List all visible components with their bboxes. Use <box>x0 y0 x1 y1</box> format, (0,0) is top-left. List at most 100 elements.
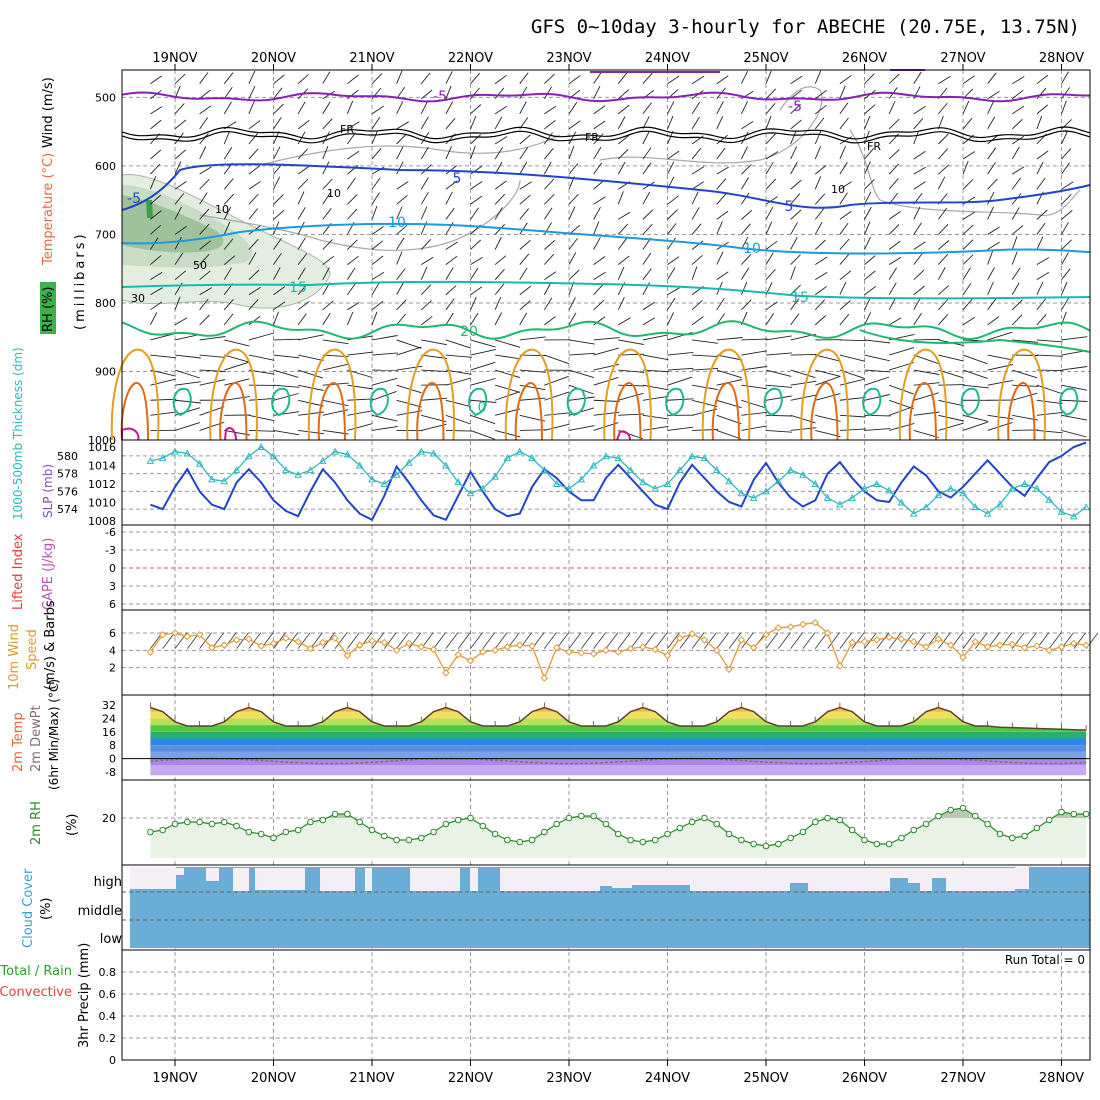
rh-marker <box>454 816 462 824</box>
wind-barb <box>888 149 900 160</box>
wind-speed-marker <box>774 624 783 632</box>
wind-speed-marker <box>331 634 339 642</box>
wind-barb <box>248 414 275 422</box>
wind-barb <box>888 240 901 250</box>
wind-barb <box>741 121 754 130</box>
wind-barb <box>273 74 285 85</box>
wind-barb <box>691 316 704 326</box>
wind-speed-marker <box>836 662 844 670</box>
wind-barb <box>248 165 261 175</box>
temp-contour-20-cell <box>271 387 291 417</box>
temp-contour-30 <box>908 382 937 441</box>
wind-tick-label: 4 <box>109 644 116 657</box>
temp-contour-20-cell <box>862 387 882 417</box>
wind-barb <box>1011 282 1020 295</box>
wind-barb <box>396 346 422 356</box>
wind-barb <box>1011 207 1020 220</box>
wind-barb <box>716 134 728 145</box>
wind-barb <box>938 299 949 311</box>
slp-tick-label: 1010 <box>88 497 116 510</box>
wind-barb <box>519 384 546 391</box>
wind10m-barb <box>580 632 594 649</box>
ylabel-thickness: 1000-500mb Thickness (dm) <box>11 347 25 520</box>
wind-barb <box>617 89 630 100</box>
slp-marker <box>799 470 807 478</box>
wind-speed-marker <box>257 642 265 650</box>
temp-contour-10 <box>121 222 1091 255</box>
wind10m-barb <box>913 632 927 649</box>
wind-barb <box>298 384 324 391</box>
wind-barb <box>642 369 669 373</box>
cloud-clear-gap <box>632 868 690 885</box>
rh-marker <box>294 826 302 834</box>
wind-barb <box>396 268 406 280</box>
wind-speed-marker <box>306 644 315 653</box>
wind-barb <box>962 384 989 389</box>
wind-barb <box>617 223 629 235</box>
wind-barb <box>322 300 334 311</box>
wind-barb <box>396 133 407 145</box>
rh-area-90 <box>146 200 153 218</box>
wind-speed-marker <box>1008 640 1016 648</box>
rh-marker <box>208 820 216 828</box>
wind-barb <box>322 239 333 250</box>
wind-barb <box>1036 298 1047 311</box>
wind-barb <box>1012 339 1039 343</box>
cloud-clear-gap <box>890 868 908 878</box>
cloud-clear-gap <box>920 868 932 891</box>
wind-speed-marker <box>700 636 709 644</box>
wind-barb <box>765 103 776 115</box>
rh-marker <box>984 820 991 828</box>
slp-marker <box>417 447 426 455</box>
rh-marker <box>910 826 918 834</box>
wind-barb <box>150 287 163 296</box>
temp-contour-20b <box>859 329 1091 353</box>
wind-speed-marker <box>479 648 487 656</box>
slp-marker <box>318 456 327 464</box>
wind-barb <box>888 317 902 326</box>
wind-barb <box>987 251 993 265</box>
wind-barb <box>322 312 331 326</box>
wind-barb <box>716 414 742 425</box>
cloud-clear-gap <box>600 868 612 886</box>
ylabel-cloud: Cloud Cover <box>21 868 36 948</box>
cloud-clear-gap <box>860 868 890 891</box>
wind-barb <box>888 73 900 85</box>
wind-barb <box>371 300 384 311</box>
slp-line <box>150 446 1087 518</box>
wind-barb <box>1011 267 1021 280</box>
wind-barb <box>1061 384 1088 391</box>
wind-barb <box>494 369 521 379</box>
wind-barb <box>470 429 496 440</box>
wind-barb <box>396 237 405 250</box>
wind-barb <box>913 312 922 326</box>
wind-barb <box>741 384 768 390</box>
pressure-tick-label: 700 <box>95 228 116 241</box>
rh-marker <box>1082 810 1090 818</box>
wind-speed-marker <box>786 623 795 631</box>
wind-speed-marker <box>688 630 696 638</box>
wind-barb <box>396 384 422 394</box>
wind-barb <box>765 221 773 235</box>
wind-barb <box>790 103 801 115</box>
wind-barb <box>544 354 570 365</box>
slp-marker <box>454 478 463 486</box>
rh-marker <box>1021 832 1028 840</box>
wind-speed-marker <box>946 641 955 649</box>
wind-barb <box>199 336 226 341</box>
temp-contour-label: FR <box>340 123 354 136</box>
wind-barb <box>1036 257 1050 265</box>
wind-barb <box>765 115 772 130</box>
cloud-cover-panel: high middle low <box>78 867 1090 948</box>
wind-barb <box>396 181 409 190</box>
ylabel-rh2m-unit: (%) <box>65 814 80 837</box>
slp-marker <box>442 461 450 469</box>
wind-barb <box>346 267 356 280</box>
wind-barb <box>962 179 974 190</box>
slp-marker <box>996 500 1004 508</box>
wind-barb <box>519 253 530 265</box>
wind-barb <box>248 132 259 145</box>
rh-marker <box>245 828 253 836</box>
wind-barb <box>913 118 924 130</box>
wind-barb <box>371 73 383 85</box>
